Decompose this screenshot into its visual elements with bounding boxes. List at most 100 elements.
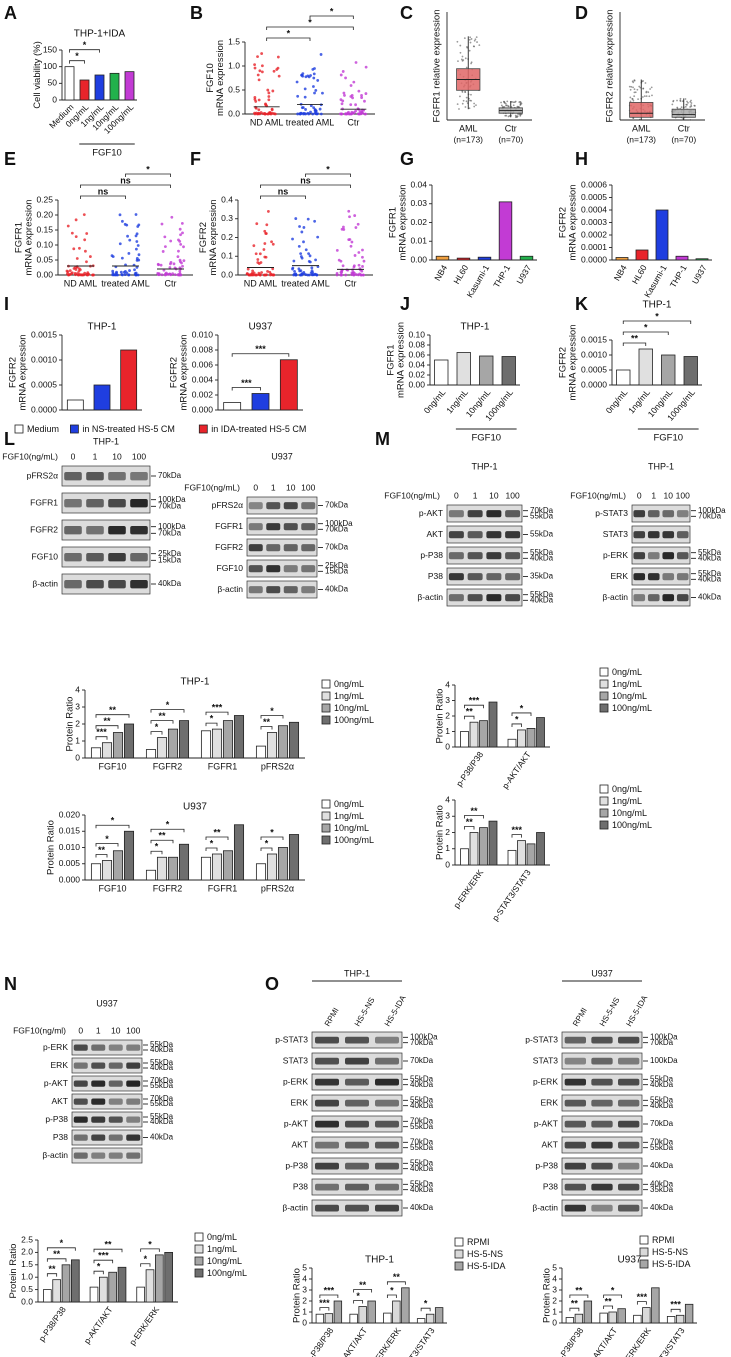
dot	[78, 246, 81, 250]
lane-label: 1	[473, 490, 478, 500]
bar	[211, 728, 223, 759]
dot	[120, 273, 124, 277]
y-tick-label: 2	[552, 1295, 557, 1305]
significance-bracket	[603, 1305, 614, 1309]
marker-label: 55kDa	[410, 1179, 434, 1188]
dot	[74, 268, 78, 271]
blot-row-label: p-STAT3	[275, 1034, 308, 1044]
dot	[307, 252, 310, 256]
legend-label: 10ng/mL	[334, 703, 369, 713]
dot	[512, 104, 515, 107]
y-tick-label: 50	[48, 78, 58, 88]
blot-strip	[61, 546, 151, 568]
x-tick-label: FGF10	[98, 883, 126, 893]
dot	[632, 86, 634, 89]
dot	[693, 104, 696, 107]
band	[591, 1078, 613, 1086]
dot	[628, 85, 631, 88]
dot	[256, 261, 260, 264]
dot	[275, 68, 279, 71]
dot	[271, 273, 275, 277]
panel-label: M	[375, 429, 390, 449]
dot	[134, 247, 138, 251]
dot	[267, 91, 271, 95]
x-tick-label: p-ERK/ERK	[127, 1304, 161, 1347]
dot	[348, 215, 351, 219]
dot	[133, 272, 137, 275]
dot	[473, 102, 476, 105]
dot	[319, 53, 323, 56]
blot-row-label: P38	[543, 1181, 558, 1191]
x-tick-label: pFRS2α	[261, 761, 294, 771]
dot	[266, 269, 269, 273]
marker-label: 70kDa	[410, 1038, 434, 1047]
blot-row-label: p-P38	[285, 1160, 308, 1170]
dot	[463, 37, 466, 39]
legend-swatch	[639, 1235, 649, 1245]
significance-bracket	[622, 320, 692, 324]
y-tick-label: 0.0010	[581, 349, 607, 359]
marker-label: 40kDa	[410, 1164, 434, 1173]
blot-row-label: pFRS2α	[212, 500, 243, 510]
lane-label: HS-5-NS	[353, 996, 377, 1028]
marker-label: 70kDa	[650, 1119, 674, 1128]
dot	[169, 260, 173, 264]
band	[91, 1062, 106, 1069]
dot	[68, 269, 72, 273]
significance-bracket	[636, 1301, 647, 1305]
dot	[473, 105, 476, 108]
band	[633, 531, 646, 539]
dot	[465, 100, 468, 103]
significance-label: *	[75, 51, 79, 61]
bar	[223, 402, 242, 411]
dot	[171, 272, 175, 275]
bar	[288, 721, 300, 759]
significance-label: *	[330, 6, 334, 16]
dot	[265, 223, 269, 227]
bar	[155, 1254, 164, 1303]
bar	[93, 384, 111, 411]
dot	[302, 240, 305, 244]
dot	[636, 88, 639, 91]
dot	[313, 91, 316, 95]
dot	[519, 102, 522, 105]
significance-bracket	[386, 1281, 406, 1285]
blot-strip	[61, 492, 151, 514]
dot	[344, 273, 348, 277]
dot	[315, 273, 319, 277]
band	[647, 552, 660, 560]
band	[108, 499, 126, 508]
dot	[257, 78, 261, 82]
dot	[272, 69, 276, 73]
marker-label: 70kDa	[410, 1056, 434, 1065]
blot-strip	[246, 496, 318, 515]
bar	[655, 209, 669, 261]
dot	[362, 259, 366, 263]
marker-label: 40kDa	[410, 1203, 434, 1212]
legend-swatch	[599, 784, 609, 794]
significance-bracket	[95, 736, 108, 740]
band	[73, 1116, 88, 1123]
marker-label: 40kDa	[650, 1080, 674, 1089]
band	[564, 1036, 586, 1044]
bar	[666, 1316, 676, 1324]
y-axis-label: FGF10	[205, 63, 216, 93]
x-tick-label: 0ng/mL	[422, 387, 448, 415]
blot-row-label: FGFR2	[215, 542, 243, 552]
legend-swatch	[14, 424, 24, 434]
significance-bracket	[260, 195, 306, 199]
blot-strip	[71, 1075, 143, 1092]
marker-label: 25kDa	[325, 561, 349, 570]
band	[345, 1204, 369, 1212]
bar	[61, 1264, 71, 1303]
band	[633, 573, 646, 581]
dot	[85, 260, 88, 264]
legend-swatch	[321, 835, 331, 845]
significance-bracket	[150, 839, 174, 844]
marker-label: 55kDa	[410, 1074, 434, 1083]
y-tick-label: 0.00	[36, 269, 53, 279]
bar	[633, 1314, 642, 1324]
band	[283, 502, 298, 510]
y-axis-label: mRNA expression	[208, 199, 219, 275]
band	[662, 552, 675, 560]
